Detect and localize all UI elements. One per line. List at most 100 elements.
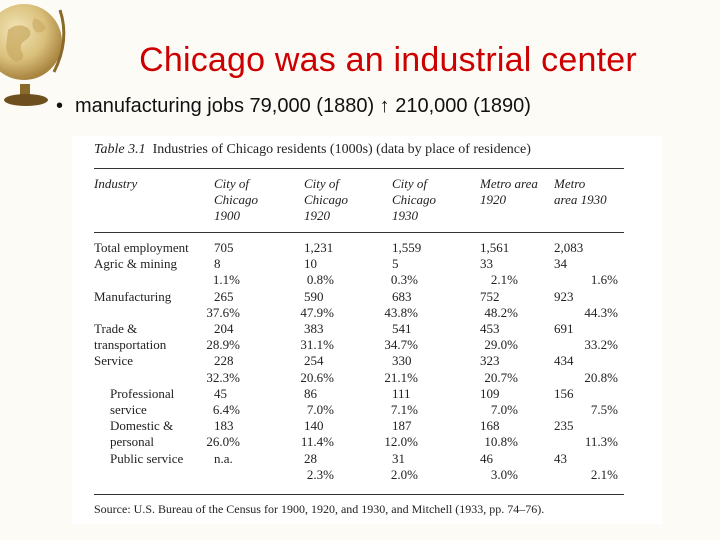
table-cell: 28 (304, 450, 317, 466)
table-cell: 1.6% (590, 272, 618, 288)
column-header: 1920 (304, 208, 330, 223)
row-label: Agric & mining (94, 256, 178, 272)
column-header: 1900 (214, 208, 240, 223)
table-cell: 204 (214, 321, 234, 336)
row-label: Manufacturing (94, 288, 172, 304)
table-cell: 265 (214, 288, 234, 304)
column-header: Chicago (392, 192, 437, 207)
table-cell: 29.0% (484, 337, 518, 353)
table-cell: 12.0% (384, 434, 418, 450)
table-cell: 453 (480, 321, 500, 336)
table-cell: 32.3% (206, 369, 240, 385)
column-header: Chicago (214, 192, 259, 207)
table-cell: 168 (480, 418, 500, 434)
table-cell: 44.3% (584, 304, 618, 320)
table-cell: 2.1% (590, 466, 618, 482)
table-cell: 28.9% (206, 337, 240, 353)
table-cell: 11.4% (300, 434, 334, 450)
table-cell: 383 (304, 321, 324, 336)
table-cell: 48.2% (484, 304, 518, 320)
row-label: personal (110, 434, 155, 450)
table-caption-label: Table 3.1 (94, 142, 146, 157)
table-cell: 2.0% (390, 466, 418, 482)
table-cell: 86 (304, 385, 317, 401)
table-cell: 6.4% (212, 402, 240, 417)
table-cell: 691 (554, 321, 574, 336)
table-source: Source: U.S. Bureau of the Census for 19… (94, 502, 545, 516)
row-label: transportation (94, 337, 167, 353)
table-cell: 1,231 (304, 240, 334, 255)
row-label: Public service (110, 450, 184, 466)
table-cell: 228 (214, 353, 234, 369)
table-rule-top (94, 168, 624, 169)
table-cell: 7.1% (390, 402, 418, 417)
table-cell: 46 (480, 450, 493, 466)
table-cell: 434 (554, 353, 574, 369)
table-cell: 0.3% (390, 272, 418, 288)
globe-icon (0, 4, 66, 106)
column-header: Metro area (480, 176, 538, 191)
table-cell: 21.1% (384, 369, 418, 385)
table-cell: 923 (554, 288, 574, 304)
table-cell: 43 (554, 450, 567, 466)
table-cell: 33.2% (584, 337, 618, 353)
table-cell: 20.8% (584, 369, 618, 385)
bullet-marker: • (56, 95, 64, 117)
table-cell: 5 (392, 256, 399, 272)
bullet-text: manufacturing jobs 79,000 (1880) ↑ 210,0… (75, 95, 531, 117)
table-cell: 752 (480, 288, 500, 304)
industries-table: Table 3.1 Industries of Chicago resident… (72, 136, 662, 524)
table-cell: 10.8% (484, 434, 518, 450)
table-cell: 156 (554, 385, 574, 401)
row-label: Trade & (94, 321, 138, 336)
table-caption: Table 3.1 Industries of Chicago resident… (94, 142, 531, 158)
table-cell: 31.1% (300, 337, 334, 353)
table-cell: 323 (480, 353, 500, 369)
row-label: service (110, 402, 147, 417)
column-header: Industry (94, 176, 138, 191)
table-cell: 47.9% (300, 304, 334, 320)
table-cell: 111 (392, 385, 411, 401)
table-caption-text: Industries of Chicago residents (1000s) … (152, 142, 531, 157)
table-cell: 31 (392, 450, 405, 466)
table-cell: 1,561 (480, 240, 510, 255)
bullet-point: • manufacturing jobs 79,000 (1880) ↑ 210,… (56, 92, 531, 120)
slide-title: Chicago was an industrial center (139, 41, 637, 79)
table-cell: 7.0% (306, 402, 334, 417)
table-cell: 1,559 (392, 240, 422, 255)
table-cell: 26.0% (206, 434, 240, 450)
table-rule-header (94, 232, 624, 233)
table-cell: 7.0% (490, 402, 518, 417)
table-cell: 330 (392, 353, 412, 369)
table-cell: 705 (214, 240, 234, 255)
table-cell: n.a. (214, 450, 233, 466)
table-cell: 2,083 (554, 240, 584, 255)
table-cell: 183 (214, 418, 234, 434)
table-cell: 590 (304, 288, 324, 304)
table-cell: 8 (214, 256, 221, 272)
table-cell: 2.1% (490, 272, 518, 288)
table-cell: 3.0% (490, 466, 518, 482)
table-cell: 45 (214, 385, 227, 401)
table-cell: 254 (304, 353, 324, 369)
row-label: Service (94, 353, 133, 369)
column-header: 1920 (480, 192, 506, 207)
column-header: Chicago (304, 192, 349, 207)
column-header: 1930 (392, 208, 418, 223)
table-rule-bottom (94, 494, 624, 495)
table-cell: 34 (554, 256, 567, 272)
table-cell: 33 (480, 256, 493, 272)
table-cell: 1.1% (212, 272, 240, 288)
table-cell: 109 (480, 385, 500, 401)
table-cell: 235 (554, 418, 574, 434)
column-header: City of (214, 176, 250, 191)
table-cell: 7.5% (590, 402, 618, 417)
table-cell: 20.7% (484, 369, 518, 385)
table-cell: 34.7% (384, 337, 418, 353)
table-cell: 140 (304, 418, 324, 434)
table-cell: 187 (392, 418, 412, 434)
table-cell: 0.8% (306, 272, 334, 288)
table-cell: 11.3% (584, 434, 618, 450)
column-header: City of (304, 176, 340, 191)
column-header: Metro (554, 176, 586, 191)
